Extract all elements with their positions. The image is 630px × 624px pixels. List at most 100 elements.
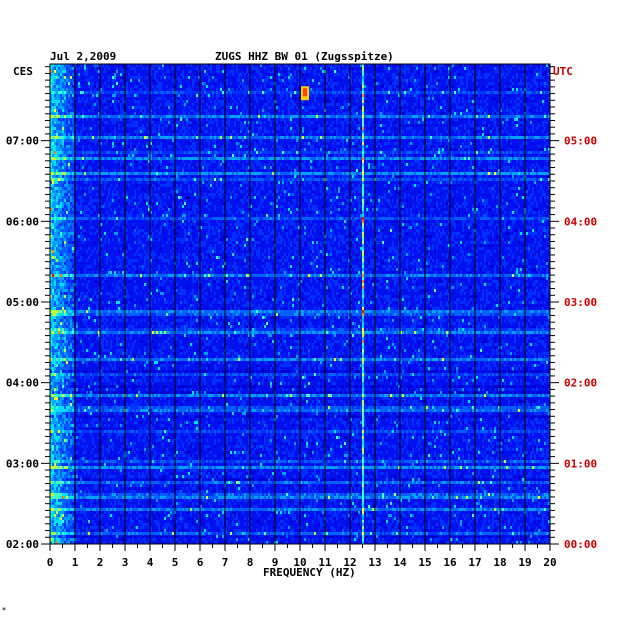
heatmap-cell (472, 70, 474, 73)
heatmap-cell (260, 94, 262, 97)
heatmap-cell (428, 103, 430, 106)
heatmap-cell (134, 94, 136, 97)
heatmap-cell (282, 67, 284, 70)
heatmap-cell (344, 79, 346, 82)
heatmap-cell (368, 109, 370, 112)
heatmap-cell (530, 73, 532, 76)
heatmap-cell (82, 115, 84, 118)
heatmap-cell (416, 121, 418, 124)
heatmap-cell (190, 82, 192, 85)
heatmap-cell (522, 85, 524, 88)
heatmap-cell (382, 70, 384, 73)
heatmap-cell (492, 94, 494, 97)
heatmap-cell (368, 73, 370, 76)
heatmap-cell (202, 82, 204, 85)
heatmap-cell (178, 100, 180, 103)
heatmap-cell (192, 85, 194, 88)
heatmap-cell (82, 85, 84, 88)
heatmap-cell (252, 109, 254, 112)
heatmap-cell (276, 85, 278, 88)
heatmap-cell (230, 85, 232, 88)
heatmap-cell (532, 73, 534, 76)
heatmap-cell (280, 79, 282, 82)
heatmap-cell (126, 100, 128, 103)
heatmap-cell (318, 100, 320, 103)
heatmap-cell (386, 67, 388, 70)
heatmap-cell (452, 100, 454, 103)
heatmap-cell (208, 82, 210, 85)
heatmap-cell (230, 94, 232, 97)
heatmap-cell (232, 124, 234, 127)
heatmap-cell (316, 88, 318, 91)
heatmap-cell (360, 85, 362, 88)
heatmap-cell (470, 112, 472, 115)
heatmap-cell (330, 121, 332, 124)
heatmap-cell (356, 124, 358, 127)
heatmap-cell (72, 118, 74, 121)
heatmap-cell (210, 94, 212, 97)
heatmap-cell (328, 109, 330, 112)
heatmap-cell (54, 94, 56, 97)
heatmap-cell (462, 106, 464, 109)
heatmap-cell (518, 106, 520, 109)
heatmap-cell (196, 112, 198, 115)
heatmap-cell (120, 103, 122, 106)
heatmap-cell (428, 76, 430, 79)
heatmap-cell (66, 109, 68, 112)
heatmap-cell (288, 79, 290, 82)
heatmap-cell (90, 76, 92, 79)
heatmap-cell (216, 91, 218, 94)
heatmap-cell (52, 73, 54, 76)
heatmap-cell (62, 94, 64, 97)
heatmap-cell (540, 109, 542, 112)
heatmap-cell (454, 112, 456, 115)
heatmap-cell (354, 88, 356, 91)
heatmap-cell (466, 70, 468, 73)
heatmap-cell (340, 106, 342, 109)
heatmap-cell (246, 121, 248, 124)
heatmap-cell (56, 106, 58, 109)
heatmap-cell (354, 109, 356, 112)
heatmap-cell (164, 85, 166, 88)
heatmap-cell (270, 79, 272, 82)
heatmap-cell (528, 76, 530, 79)
heatmap-cell (514, 94, 516, 97)
heatmap-cell (372, 91, 374, 94)
heatmap-cell (472, 121, 474, 124)
heatmap-cell (488, 73, 490, 76)
heatmap-cell (464, 115, 466, 118)
heatmap-cell (484, 97, 486, 100)
heatmap-cell (484, 100, 486, 103)
heatmap-cell (190, 67, 192, 70)
heatmap-cell (338, 88, 340, 91)
heatmap-cell (322, 97, 324, 100)
heatmap-cell (170, 103, 172, 106)
heatmap-cell (526, 91, 528, 94)
heatmap-cell (196, 97, 198, 100)
heatmap-cell (444, 103, 446, 106)
heatmap-cell (296, 106, 298, 109)
heatmap-cell (288, 112, 290, 115)
heatmap-cell (122, 94, 124, 97)
heatmap-cell (346, 82, 348, 85)
heatmap-cell (142, 112, 144, 115)
heatmap-cell (54, 79, 56, 82)
heatmap-cell (122, 85, 124, 88)
heatmap-cell (506, 70, 508, 73)
heatmap-cell (354, 112, 356, 115)
heatmap-cell (454, 118, 456, 121)
heatmap-cell (496, 94, 498, 97)
heatmap-cell (256, 106, 258, 109)
heatmap-cell (514, 70, 516, 73)
heatmap-cell (180, 70, 182, 73)
heatmap-cell (466, 94, 468, 97)
heatmap-cell (434, 82, 436, 85)
heatmap-cell (516, 100, 518, 103)
heatmap-cell (202, 112, 204, 115)
heatmap-cell (58, 127, 60, 130)
heatmap-cell (134, 124, 136, 127)
heatmap-cell (166, 85, 168, 88)
heatmap-cell (192, 76, 194, 79)
heatmap-cell (496, 76, 498, 79)
heatmap-cell (360, 121, 362, 124)
